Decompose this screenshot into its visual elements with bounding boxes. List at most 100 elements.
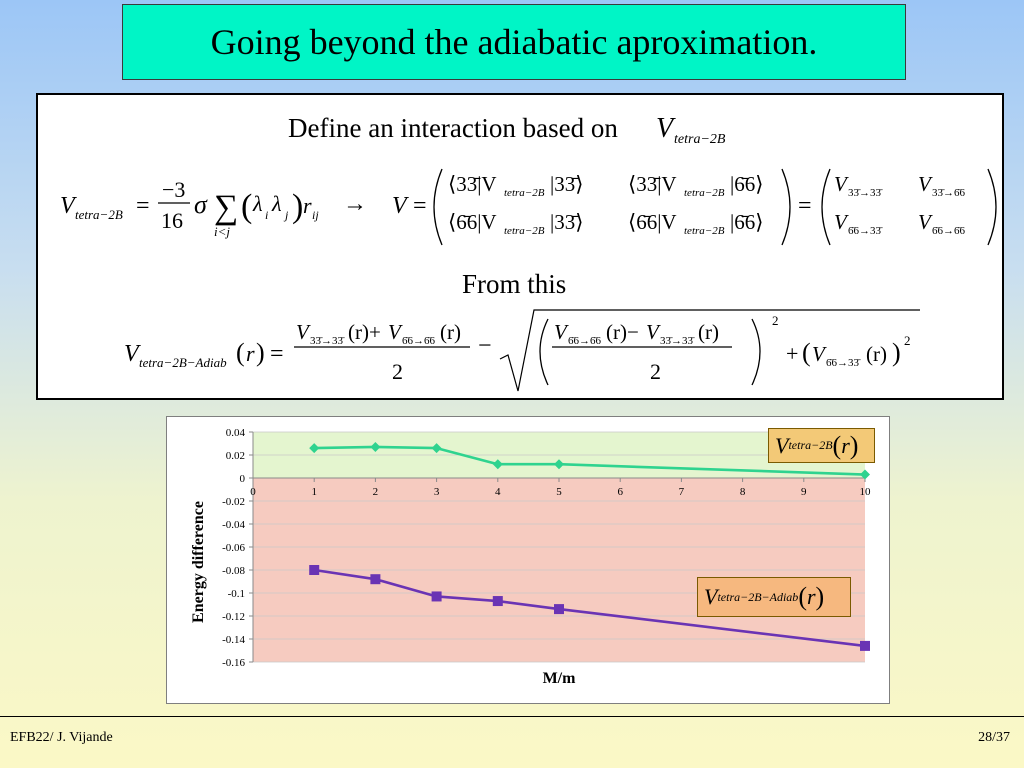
svg-text:σ: σ	[194, 190, 208, 219]
x-tick-label: 10	[860, 486, 872, 498]
svg-text:): )	[292, 188, 303, 225]
svg-text:6̄6→6̄6: 6̄6→6̄6	[402, 335, 436, 347]
svg-text:6̄6→33̄: 6̄6→33̄	[826, 357, 861, 369]
footer-divider	[0, 716, 1024, 717]
svg-text:i: i	[265, 208, 268, 222]
data-point	[554, 459, 564, 470]
svg-text:=: =	[136, 193, 150, 219]
y-tick-label: -0.02	[222, 496, 245, 508]
data-point	[309, 443, 320, 454]
svg-text:16: 16	[161, 208, 183, 233]
svg-text:−: −	[478, 333, 492, 359]
svg-text:(r)+: (r)+	[348, 320, 381, 344]
x-tick-label: 1	[311, 486, 317, 498]
svg-text:λ⃗: λ⃗	[252, 191, 280, 216]
legend-green-arg: r	[841, 432, 850, 458]
y-tick-label: -0.06	[222, 542, 245, 554]
x-tick-label: 9	[801, 486, 807, 498]
svg-text:2: 2	[650, 359, 661, 384]
series-line	[314, 568, 866, 648]
x-tick-label: 5	[556, 486, 562, 498]
data-point	[492, 459, 503, 470]
svg-text:33̄→33̄: 33̄→33̄	[310, 335, 345, 347]
svg-text:V: V	[296, 320, 311, 344]
svg-text:tetra−2B: tetra−2B	[684, 225, 725, 237]
svg-text:33̄→6̄6: 33̄→6̄6	[932, 187, 966, 199]
y-tick-label: 0.02	[226, 450, 245, 462]
y-tick-label: -0.1	[228, 588, 245, 600]
svg-text:+: +	[786, 341, 798, 366]
data-point	[492, 596, 503, 607]
svg-text:(: (	[241, 188, 252, 225]
legend-purple-symbol: V	[704, 584, 718, 609]
equation-definition: V tetra−2B = −3 16 σ ∑ i<j ( λ⃗ i λ⃗ j )…	[60, 168, 997, 246]
legend-purple-sub: tetra−2B−Adiab	[717, 589, 799, 604]
legend-green-sub: tetra−2B	[788, 438, 833, 452]
svg-text:V: V	[388, 320, 403, 344]
svg-text:|6̄6⟩: |6̄6⟩	[730, 210, 763, 234]
footer-page-number: 28/37	[978, 730, 1010, 745]
svg-text:i<j: i<j	[214, 224, 230, 239]
legend-green-symbol: V	[775, 432, 789, 458]
svg-text:⟨33̄|V: ⟨33̄|V	[448, 172, 497, 196]
svg-text:(: (	[236, 338, 245, 367]
svg-text:V: V	[554, 320, 569, 344]
chart-panel: 0.04 0.02 0 -0.02 -0.04 -0.06 -0.08 -0.1 -0.12 -0…	[166, 416, 890, 704]
svg-text:6̄6→6̄6: 6̄6→6̄6	[932, 225, 966, 237]
svg-text:(r): (r)	[866, 342, 887, 366]
svg-text:): )	[892, 338, 901, 367]
data-point	[860, 469, 870, 480]
svg-text:ij: ij	[312, 208, 319, 222]
svg-text:=: =	[798, 193, 812, 219]
y-tick-label: -0.12	[222, 611, 245, 623]
svg-text:33̄→33̄: 33̄→33̄	[660, 335, 695, 347]
from-this-text: From this	[462, 269, 566, 299]
svg-text:λ⃗: λ⃗	[271, 191, 299, 216]
x-tick-label: 6	[617, 486, 623, 498]
svg-text:V: V	[646, 320, 661, 344]
svg-text:V: V	[834, 210, 849, 234]
footer-author: EFB22/ J. Vijande	[10, 730, 113, 745]
svg-text:2: 2	[392, 359, 403, 384]
svg-text:|6̄6⟩: |6̄6⟩	[730, 172, 763, 196]
data-point	[431, 591, 442, 602]
svg-text:|33̄⟩: |33̄⟩	[550, 210, 583, 234]
y-tick-label: -0.08	[222, 565, 245, 577]
x-tick-label: 3	[434, 486, 440, 498]
svg-text:V: V	[834, 172, 849, 196]
svg-text:(r): (r)	[698, 320, 719, 344]
y-tick-label: -0.16	[222, 657, 245, 669]
svg-text:j: j	[283, 208, 289, 222]
series-1	[309, 441, 870, 480]
data-point	[554, 604, 564, 615]
svg-text:tetra−2B−Adiab: tetra−2B−Adiab	[139, 355, 227, 370]
svg-text:⟨33̄|V: ⟨33̄|V	[628, 172, 677, 196]
series-line	[314, 445, 866, 476]
svg-text:V: V	[60, 193, 77, 219]
svg-text:V: V	[918, 210, 933, 234]
svg-text:tetra−2B: tetra−2B	[75, 207, 123, 222]
svg-text:33̄→33̄: 33̄→33̄	[848, 187, 883, 199]
y-tick-label: -0.14	[222, 634, 245, 646]
y-tick-label: 0	[240, 473, 246, 485]
svg-text:2: 2	[904, 333, 911, 348]
equation-adiabatic: V tetra−2B−Adiab ( r ) = V 33̄→33̄ (r)+ …	[124, 309, 920, 392]
svg-text:tetra−2B: tetra−2B	[504, 225, 545, 237]
data-point	[370, 574, 381, 585]
x-tick-label: 7	[679, 486, 685, 498]
svg-text:=: =	[270, 341, 284, 367]
svg-text:→: →	[343, 191, 367, 217]
svg-text:V: V	[124, 341, 141, 367]
data-point	[370, 441, 381, 452]
intro-sub: tetra−2B	[674, 132, 726, 147]
svg-text:6̄6→6̄6: 6̄6→6̄6	[568, 335, 602, 347]
svg-text:2: 2	[772, 313, 779, 328]
chart-series	[309, 441, 870, 651]
svg-text:∑: ∑	[214, 189, 238, 226]
svg-text:): )	[256, 338, 265, 367]
svg-text:6̄6→33̄: 6̄6→33̄	[848, 225, 883, 237]
x-tick-label: 8	[740, 486, 746, 498]
svg-text:=: =	[413, 193, 427, 219]
line-chart: 0.04 0.02 0 -0.02 -0.04 -0.06 -0.08 -0.1 -0.12 -0…	[190, 427, 872, 687]
